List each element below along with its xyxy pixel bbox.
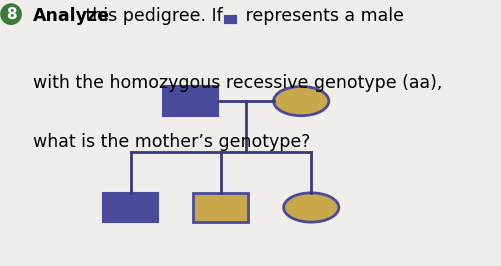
Text: this pedigree. If: this pedigree. If — [80, 7, 222, 25]
FancyBboxPatch shape — [193, 193, 248, 222]
FancyBboxPatch shape — [103, 193, 158, 222]
Text: with the homozygous recessive genotype (aa),: with the homozygous recessive genotype (… — [33, 74, 441, 93]
Text: 8: 8 — [6, 7, 17, 22]
FancyBboxPatch shape — [223, 14, 237, 24]
Text: what is the mother’s genotype?: what is the mother’s genotype? — [33, 133, 310, 151]
Text: represents a male: represents a male — [239, 7, 403, 25]
Circle shape — [273, 86, 328, 116]
FancyBboxPatch shape — [163, 86, 218, 116]
Text: Analyze: Analyze — [33, 7, 109, 25]
Circle shape — [283, 193, 338, 222]
